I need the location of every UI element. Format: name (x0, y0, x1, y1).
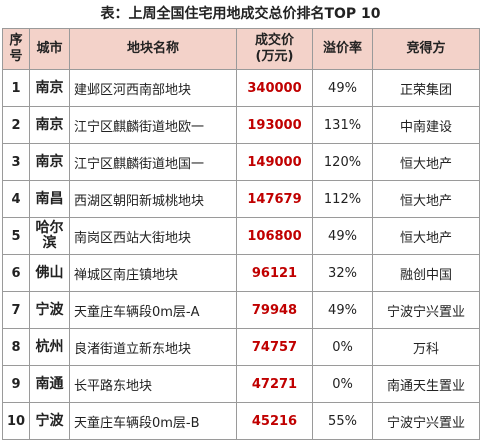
cell-premium: 32% (312, 254, 373, 292)
table-body: 1 南京 建邺区河西南部地块 340000 49% 正荣集团 2 南京 江宁区麒麟街道地欧一 19… (2, 69, 480, 440)
table-row: 6 佛山 禅城区南庄镇地块 96121 32% 融创中国 (2, 254, 480, 292)
cell-land-name: 天童庄车辆段0m层-A (69, 291, 237, 329)
table-row: 2 南京 江宁区麒麟街道地欧一 193000 131% 中南建设 (2, 106, 480, 144)
cell-price: 340000 (236, 69, 313, 107)
cell-winner: 万科 (372, 328, 480, 366)
cell-rank: 7 (2, 291, 30, 329)
cell-premium: 112% (312, 180, 373, 218)
cell-premium: 131% (312, 106, 373, 144)
cell-rank: 4 (2, 180, 30, 218)
cell-winner: 正荣集团 (372, 69, 480, 107)
cell-rank: 8 (2, 328, 30, 366)
table-row: 8 杭州 良渚街道立新东地块 74757 0% 万科 (2, 328, 480, 366)
table-row: 7 宁波 天童庄车辆段0m层-A 79948 49% 宁波宁兴置业 (2, 291, 480, 329)
cell-land-name: 良渚街道立新东地块 (69, 328, 237, 366)
cell-rank: 5 (2, 217, 30, 255)
table-row: 10 宁波 天童庄车辆段0m层-B 45216 55% 宁波宁兴置业 (2, 402, 480, 440)
cell-price: 47271 (236, 365, 313, 403)
cell-premium: 49% (312, 69, 373, 107)
cell-winner: 恒大地产 (372, 143, 480, 181)
cell-rank: 3 (2, 143, 30, 181)
cell-winner: 宁波宁兴置业 (372, 402, 480, 440)
cell-winner: 融创中国 (372, 254, 480, 292)
header-premium: 溢价率 (312, 28, 373, 70)
land-ranking-table: 序号 城市 地块名称 成交价 (万元) 溢价率 竞得方 1 南京 建邺区河西南部地块… (2, 28, 480, 440)
cell-land-name: 西湖区朝阳新城桃地块 (69, 180, 237, 218)
cell-rank: 6 (2, 254, 30, 292)
cell-premium: 120% (312, 143, 373, 181)
cell-city: 南通 (29, 365, 70, 403)
cell-land-name: 天童庄车辆段0m层-B (69, 402, 237, 440)
table-row: 9 南通 长平路东地块 47271 0% 南通天生置业 (2, 365, 480, 403)
header-name: 地块名称 (69, 28, 237, 70)
cell-premium: 0% (312, 328, 373, 366)
cell-winner: 恒大地产 (372, 217, 480, 255)
cell-rank: 2 (2, 106, 30, 144)
cell-land-name: 禅城区南庄镇地块 (69, 254, 237, 292)
cell-city: 南京 (29, 143, 70, 181)
cell-rank: 9 (2, 365, 30, 403)
cell-premium: 55% (312, 402, 373, 440)
cell-city: 南京 (29, 69, 70, 107)
cell-rank: 10 (2, 402, 30, 440)
cell-city: 宁波 (29, 291, 70, 329)
cell-land-name: 江宁区麒麟街道地欧一 (69, 106, 237, 144)
cell-price: 96121 (236, 254, 313, 292)
cell-city: 哈尔滨 (29, 217, 70, 255)
cell-winner: 宁波宁兴置业 (372, 291, 480, 329)
cell-price: 79948 (236, 291, 313, 329)
cell-city: 杭州 (29, 328, 70, 366)
cell-land-name: 长平路东地块 (69, 365, 237, 403)
header-winner: 竞得方 (372, 28, 480, 70)
cell-premium: 0% (312, 365, 373, 403)
cell-price: 149000 (236, 143, 313, 181)
header-price: 成交价 (万元) (236, 28, 313, 70)
cell-city: 南京 (29, 106, 70, 144)
header-city: 城市 (29, 28, 70, 70)
cell-winner: 恒大地产 (372, 180, 480, 218)
cell-price: 106800 (236, 217, 313, 255)
table-row: 4 南昌 西湖区朝阳新城桃地块 147679 112% 恒大地产 (2, 180, 480, 218)
cell-price: 147679 (236, 180, 313, 218)
cell-city: 宁波 (29, 402, 70, 440)
cell-city: 南昌 (29, 180, 70, 218)
cell-winner: 中南建设 (372, 106, 480, 144)
header-price-line2: (万元) (255, 49, 294, 64)
cell-premium: 49% (312, 217, 373, 255)
header-price-line1: 成交价 (254, 33, 294, 48)
cell-price: 193000 (236, 106, 313, 144)
table-row: 5 哈尔滨 南岗区西站大街地块 106800 49% 恒大地产 (2, 217, 480, 255)
cell-city: 佛山 (29, 254, 70, 292)
cell-winner: 南通天生置业 (372, 365, 480, 403)
header-rank: 序号 (2, 28, 30, 70)
cell-price: 45216 (236, 402, 313, 440)
table-header-row: 序号 城市 地块名称 成交价 (万元) 溢价率 竞得方 (2, 28, 480, 70)
cell-land-name: 江宁区麒麟街道地国一 (69, 143, 237, 181)
table-row: 1 南京 建邺区河西南部地块 340000 49% 正荣集团 (2, 69, 480, 107)
header-rank-label: 序号 (9, 33, 23, 64)
cell-land-name: 建邺区河西南部地块 (69, 69, 237, 107)
cell-price: 74757 (236, 328, 313, 366)
cell-premium: 49% (312, 291, 373, 329)
table-row: 3 南京 江宁区麒麟街道地国一 149000 120% 恒大地产 (2, 143, 480, 181)
cell-land-name: 南岗区西站大街地块 (69, 217, 237, 255)
cell-rank: 1 (2, 69, 30, 107)
table-title: 表：上周全国住宅用地成交总价排名TOP 10 (100, 6, 381, 22)
